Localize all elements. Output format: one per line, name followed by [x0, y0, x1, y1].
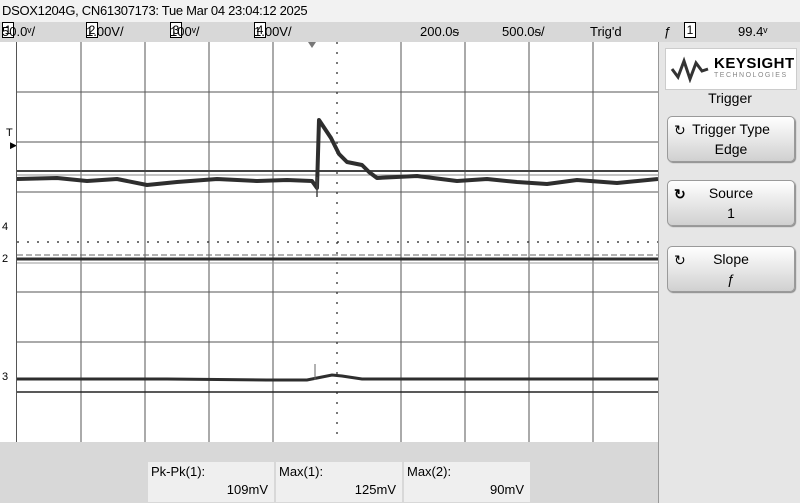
ch4-ground-marker[interactable]: 4: [2, 221, 9, 233]
keysight-wave-icon: [670, 56, 709, 83]
ch2-number: 2: [86, 22, 98, 38]
menu-title: Trigger: [708, 90, 752, 106]
slope-softkey[interactable]: ↻ Slope ƒ: [667, 246, 795, 292]
trigger-source-number: 1: [684, 22, 696, 38]
softkey-label: Trigger Type: [692, 121, 770, 137]
trigger-slope-icon: ƒ: [664, 24, 672, 39]
timebase-readout[interactable]: 500.0ᵴ/: [502, 24, 545, 39]
ch3-ground-marker[interactable]: 3: [2, 371, 9, 383]
measurement-pkpk1[interactable]: Pk-Pk(1): 109mV: [148, 462, 274, 502]
slope-rising-icon: ƒ: [727, 271, 735, 287]
measurement-max2[interactable]: Max(2): 90mV: [404, 462, 530, 502]
ch3-number: 3: [170, 22, 182, 38]
rotate-knob-icon: ↻: [674, 186, 686, 202]
ch1-trace: [16, 118, 659, 190]
ch2-ground-marker[interactable]: 2: [2, 253, 9, 265]
measurement-max1[interactable]: Max(1): 125mV: [276, 462, 402, 502]
measurement-value: 109mV: [226, 482, 268, 497]
measurement-label: Max(1):: [279, 464, 324, 479]
source-softkey[interactable]: ↻ Source 1: [667, 180, 795, 226]
measurement-label: Max(2):: [407, 464, 452, 479]
softkey-label: Slope: [713, 251, 749, 267]
brand-subtitle: TECHNOLOGIES: [714, 72, 788, 79]
measurement-value: 125mV: [354, 482, 396, 497]
ch1-number: 1: [2, 22, 14, 38]
status-bar: 1 50.0ᵛ/ 2 1.00V/ 3 100ᵛ/ 4 1.00V/ 200.0ᵴ 50…: [0, 22, 800, 43]
rotate-knob-icon: ↻: [674, 252, 686, 268]
window-title: DSOX1204G, CN61307173: Tue Mar 04 23:04:…: [0, 0, 800, 22]
ch2-scale: 1.00V/: [86, 24, 124, 39]
softkey-label: Source: [708, 185, 754, 201]
trigger-state: Trig'd: [590, 24, 622, 39]
measurement-label: Pk-Pk(1):: [151, 464, 206, 479]
center-axes: [17, 42, 658, 442]
trigger-level-readout[interactable]: 99.4ᵛ: [738, 24, 768, 39]
waveform-display[interactable]: [16, 42, 659, 442]
trigger-type-softkey[interactable]: ↻ Trigger Type Edge: [667, 116, 795, 162]
ch3-scale: 100ᵛ/: [170, 24, 200, 39]
keysight-logo: KEYSIGHT TECHNOLOGIES: [665, 48, 797, 90]
softkey-value: Edge: [714, 141, 748, 157]
brand-name: KEYSIGHT: [714, 55, 795, 72]
delay-readout[interactable]: 200.0ᵴ: [420, 24, 460, 39]
trigger-arrow-icon: ▶: [10, 140, 17, 150]
ch4-scale: 1.00V/: [254, 24, 292, 39]
softkey-panel: KEYSIGHT TECHNOLOGIES Trigger ↻ Trigger …: [658, 42, 800, 503]
trigger-position-icon: [308, 42, 316, 48]
trigger-marker[interactable]: T: [6, 127, 13, 139]
ch3-trace: [17, 373, 658, 382]
channel-marker-strip: T ▶ 4 2 3: [0, 42, 17, 442]
softkey-value: 1: [727, 205, 735, 221]
rotate-knob-icon: ↻: [674, 122, 686, 138]
ch1-scale: 50.0ᵛ/: [2, 24, 36, 39]
graticule-and-traces: [16, 42, 659, 442]
ch4-number: 4: [254, 22, 266, 38]
measurement-value: 90mV: [490, 482, 524, 497]
